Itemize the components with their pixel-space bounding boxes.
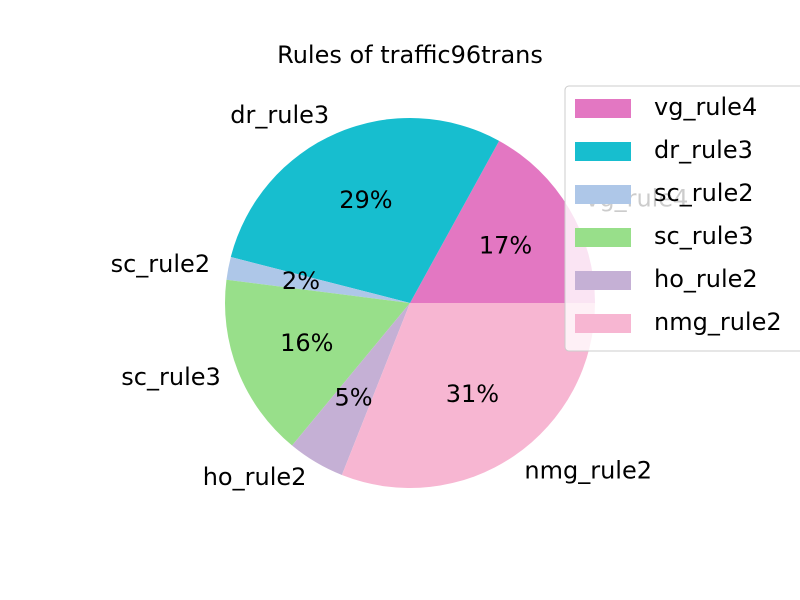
pie-slice-vg-rule4: [410, 140, 595, 303]
legend-label-sc-rule2: sc_rule2: [654, 179, 753, 207]
legend-swatch-ho-rule2: [575, 271, 631, 290]
legend-label-sc-rule3: sc_rule3: [654, 222, 753, 250]
pct-label-dr-rule3: 29%: [339, 186, 392, 214]
pct-label-ho-rule2: 5%: [334, 384, 372, 412]
pie-slices: [225, 117, 595, 489]
legend-swatch-vg-rule4: [575, 99, 631, 118]
chart-title: Rules of traffic96trans: [277, 41, 543, 69]
legend-items: vg_rule4 dr_rule3 sc_rule2 sc_rule3 ho_rule2…: [575, 93, 782, 336]
slice-label-sc-rule3: sc_rule3: [121, 363, 220, 391]
slice-label-nmg-rule2: nmg_rule2: [524, 456, 652, 484]
legend-swatch-nmg-rule2: [575, 314, 631, 333]
slice-label-ho-rule2: ho_rule2: [203, 463, 307, 491]
pct-label-sc-rule3: 16%: [280, 329, 333, 357]
pie-slice-ho-rule2: [292, 303, 410, 476]
legend-label-vg-rule4: vg_rule4: [654, 93, 757, 121]
legend-swatch-sc-rule3: [575, 228, 631, 247]
legend-swatch-sc-rule2: [575, 185, 631, 204]
legend: vg_rule4 dr_rule3 sc_rule2 sc_rule3 ho_rule2…: [564, 85, 800, 352]
pct-label-nmg-rule2: 31%: [446, 380, 499, 408]
legend-label-ho-rule2: ho_rule2: [654, 265, 758, 293]
legend-label-dr-rule3: dr_rule3: [654, 136, 753, 164]
pct-label-vg-rule4: 17%: [479, 232, 532, 260]
percentage-labels: 17% 29% 2% 16%5% 31%: [280, 186, 532, 411]
pie-slice-sc-rule3: [225, 279, 410, 446]
pie-slice-sc-rule2: [226, 256, 410, 303]
legend-label-nmg-rule2: nmg_rule2: [654, 308, 782, 336]
pct-label-sc-rule2: 2%: [282, 267, 320, 295]
slice-label-dr-rule3: dr_rule3: [230, 101, 329, 129]
legend-swatch-dr-rule3: [575, 142, 631, 161]
pie-slice-nmg-rule2: [341, 303, 595, 489]
slice-label-sc-rule2: sc_rule2: [111, 250, 210, 278]
pie-slice-dr-rule3: [230, 117, 500, 303]
